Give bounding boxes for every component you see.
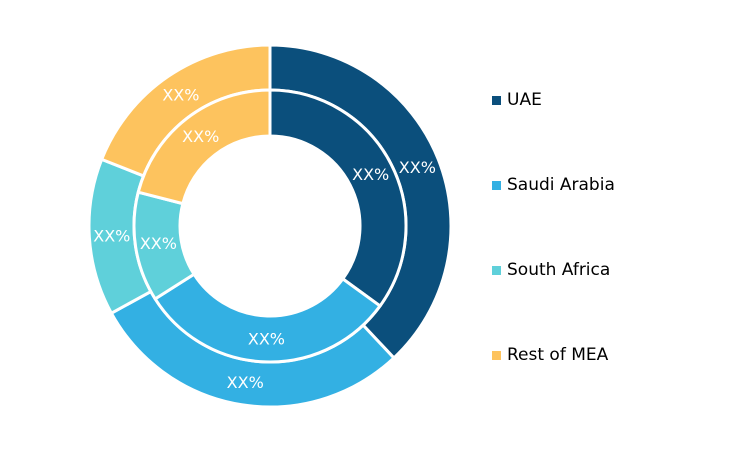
legend-swatch-south-africa (492, 265, 501, 275)
inner-ring-label-rest-of-mea: XX% (182, 127, 219, 146)
outer-ring-label-rest-of-mea: XX% (162, 85, 199, 104)
legend-label-uae: UAE (507, 90, 542, 110)
legend-item-uae: UAE (492, 88, 542, 112)
legend-item-south-africa: South Africa (492, 258, 610, 282)
legend-item-rest-of-mea: Rest of MEA (492, 343, 608, 367)
legend-swatch-uae (492, 95, 501, 105)
legend-label-south-africa: South Africa (507, 260, 611, 280)
inner-ring-slice-uae (268, 88, 408, 308)
outer-ring-label-saudi-arabia: XX% (227, 373, 264, 392)
inner-ring-label-saudi-arabia: XX% (248, 329, 285, 348)
inner-ring-label-south-africa: XX% (140, 234, 177, 253)
legend-swatch-rest-of-mea (492, 350, 501, 360)
outer-ring-label-uae: XX% (399, 158, 436, 177)
inner-ring-label-uae: XX% (352, 165, 389, 184)
legend-item-saudi-arabia: Saudi Arabia (492, 173, 615, 197)
inner-ring-slice-saudi-arabia (153, 272, 382, 364)
legend-swatch-saudi-arabia (492, 180, 501, 190)
inner-ring-slice-rest-of-mea (136, 88, 272, 206)
legend-label-saudi-arabia: Saudi Arabia (507, 175, 615, 195)
outer-ring-label-south-africa: XX% (93, 226, 130, 245)
legend-label-rest-of-mea: Rest of MEA (507, 345, 609, 365)
